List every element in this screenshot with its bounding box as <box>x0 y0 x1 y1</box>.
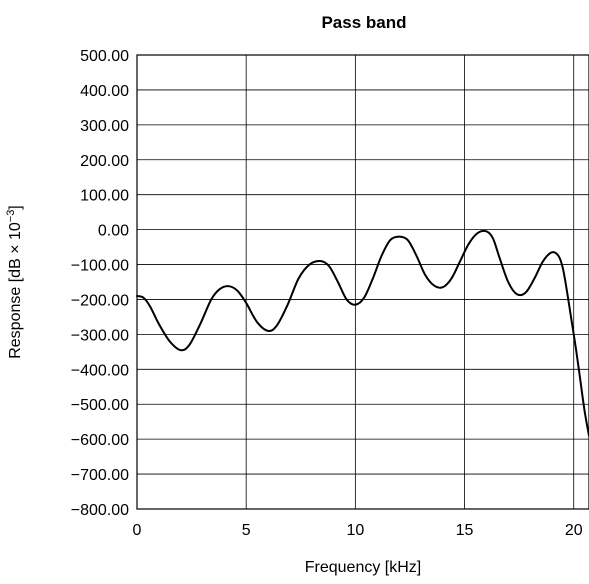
y-axis-label: Response [dB × 10−3] <box>5 205 24 359</box>
x-tick-label: 5 <box>242 522 251 539</box>
plot-frame <box>136 54 589 510</box>
x-tick-label: 10 <box>346 522 364 539</box>
y-tick-label: −600.00 <box>71 432 129 449</box>
y-tick-label: −100.00 <box>71 258 129 275</box>
y-tick-label: −400.00 <box>71 362 129 379</box>
x-tick-labels: 0 5 10 15 20 <box>133 522 583 539</box>
y-axis-label-superscript: −3 <box>5 210 17 223</box>
grid <box>136 54 589 510</box>
x-tick-label: 20 <box>565 522 583 539</box>
x-tick-label: 0 <box>133 522 142 539</box>
y-tick-label: 0.00 <box>98 223 129 240</box>
y-tick-label: 500.00 <box>80 48 129 65</box>
y-tick-label: −700.00 <box>71 467 129 484</box>
y-axis-label-prefix: Response [dB × 10 <box>7 222 24 359</box>
chart-title: Pass band <box>321 13 406 32</box>
y-tick-label: −800.00 <box>71 502 129 519</box>
y-tick-label: −200.00 <box>71 292 129 309</box>
y-tick-label: −300.00 <box>71 327 129 344</box>
y-tick-label: 400.00 <box>80 83 129 100</box>
y-tick-labels: 500.00 400.00 300.00 200.00 100.00 0.00 −100.0… <box>71 48 129 519</box>
y-tick-label: 300.00 <box>80 118 129 135</box>
y-tick-label: −500.00 <box>71 397 129 414</box>
x-axis-label: Frequency [kHz] <box>305 559 421 576</box>
response-curve <box>136 229 589 437</box>
x-tick-label: 15 <box>456 522 474 539</box>
y-axis-label-suffix: ] <box>7 205 24 209</box>
y-tick-label: 100.00 <box>80 188 129 205</box>
y-tick-label: 200.00 <box>80 153 129 170</box>
